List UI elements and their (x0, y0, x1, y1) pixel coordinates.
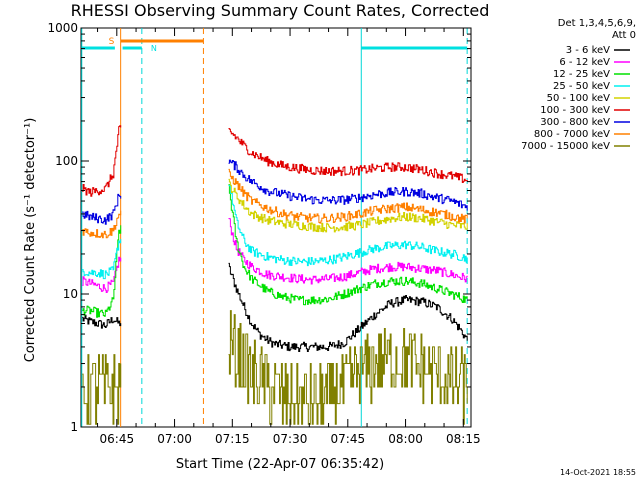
x-tick-label: 06:45 (100, 432, 135, 446)
series-line-7 (82, 159, 468, 225)
x-tick-label: 08:00 (388, 432, 423, 446)
series-line-1 (82, 262, 468, 352)
series-line-3 (82, 184, 468, 318)
y-axis-label: Corrected Count Rate (s⁻¹ detector⁻¹) (23, 118, 38, 363)
legend-header: Det 1,3,4,5,6,9, (558, 18, 636, 29)
series-layer (82, 125, 468, 425)
series-line-5 (228, 178, 468, 233)
x-tick-label: 08:15 (446, 432, 481, 446)
legend-entry-label: 800 - 7000 keV (534, 129, 610, 140)
legend-entry-label: 300 - 800 keV (540, 117, 610, 128)
y-tick-label: 1 (70, 420, 78, 434)
x-tick-label: 07:45 (331, 432, 366, 446)
legend-entry-label: 50 - 100 keV (547, 93, 611, 104)
series-line-2 (82, 218, 468, 293)
x-tick-label: 07:30 (273, 432, 308, 446)
legend-entry-label: 6 - 12 keV (559, 57, 610, 68)
series-line-4 (82, 185, 468, 280)
legend-entry-label: 25 - 50 keV (553, 81, 610, 92)
footer-timestamp: 14-Oct-2021 18:55 (560, 468, 636, 477)
legend-entry-label: 12 - 25 keV (553, 69, 610, 80)
y-tick-label: 10 (63, 287, 78, 301)
legend-entry-label: 100 - 300 keV (540, 105, 610, 116)
series-line-6 (82, 125, 468, 197)
chart-title: RHESSI Observing Summary Count Rates, Co… (71, 1, 490, 20)
y-tick-label: 1000 (47, 21, 78, 35)
series-line-8 (82, 168, 468, 239)
saa-bar-label: N (151, 44, 157, 53)
x-tick-label: 07:00 (157, 432, 192, 446)
legend-header: Att 0 (612, 30, 636, 41)
flare-bar-label: S (109, 37, 115, 47)
x-axis-label: Start Time (22-Apr-07 06:35:42) (176, 457, 384, 472)
legend-entry-label: 3 - 6 keV (566, 45, 610, 56)
axis-layer: 06:45 07:00 07:15 07:30 07:45 08:00 08:15 1 10 10… (47, 21, 480, 446)
x-tick-label: 07:15 (215, 432, 250, 446)
series-line-9 (82, 310, 468, 425)
y-tick-label: 100 (55, 154, 78, 168)
plot-frame (80, 27, 472, 428)
legend-entry-label: 7000 - 15000 keV (521, 141, 610, 152)
